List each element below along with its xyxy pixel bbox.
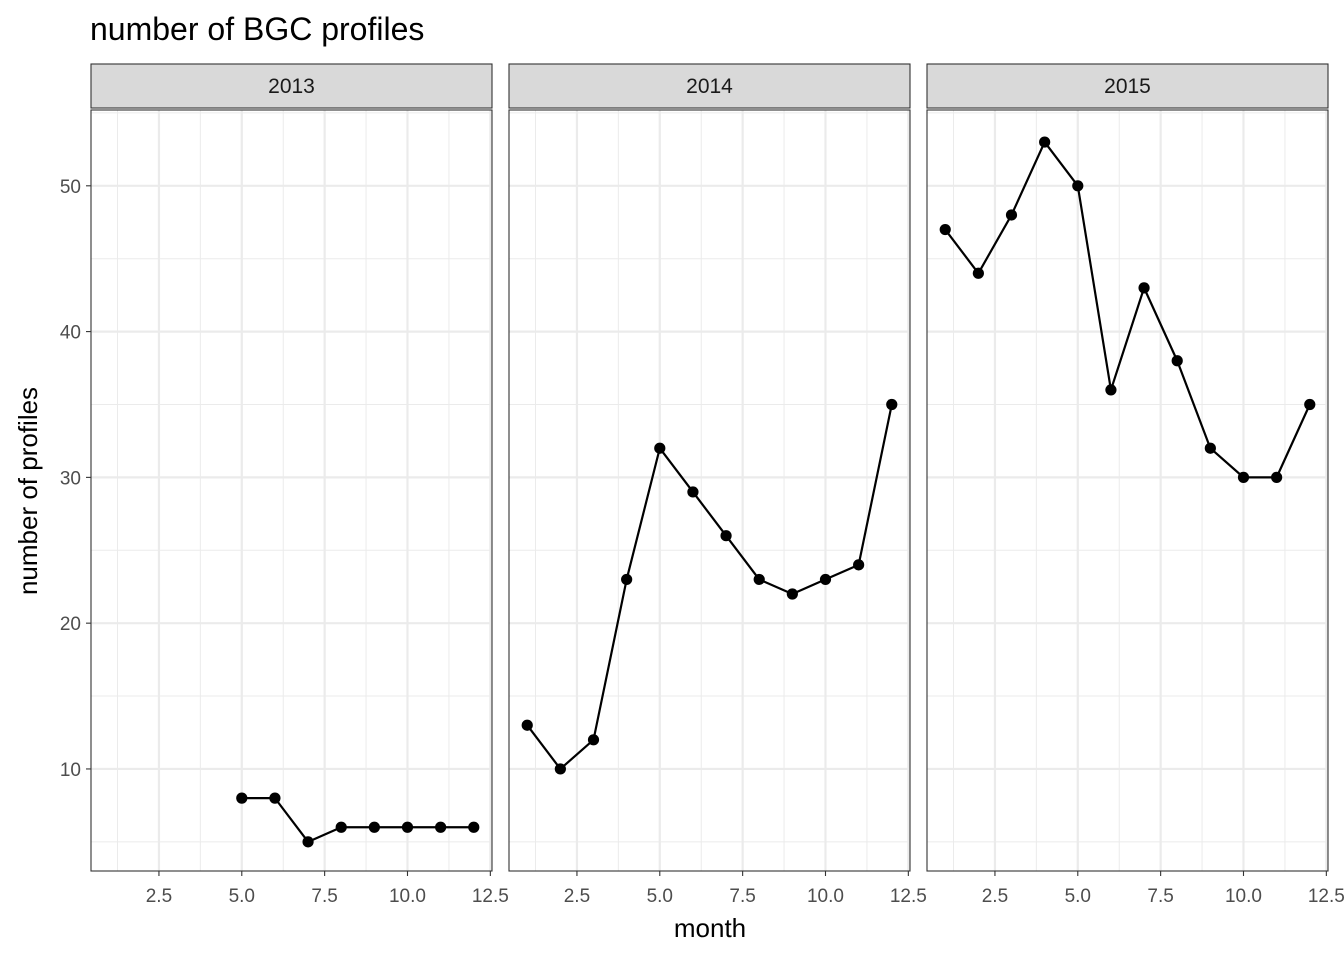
plot-panel-background — [509, 110, 910, 871]
y-tick-label: 30 — [60, 468, 81, 489]
x-tick-label: 5.0 — [229, 886, 255, 907]
y-axis-title: number of profiles — [13, 387, 43, 595]
data-point — [1304, 398, 1316, 411]
y-tick-label: 20 — [60, 614, 81, 635]
facet-strip — [508, 63, 911, 109]
x-axis-title: month — [674, 913, 746, 943]
data-point — [554, 763, 566, 775]
x-tick-label: 12.5 — [472, 886, 509, 907]
facet-strip-label: 2015 — [1104, 75, 1151, 98]
y-tick-label: 40 — [60, 323, 81, 344]
data-point — [786, 588, 798, 600]
plot-panel-border — [926, 109, 1329, 872]
data-point — [720, 530, 732, 542]
facet-strip-label: 2014 — [686, 75, 733, 98]
data-point — [853, 559, 865, 571]
data-point — [236, 792, 248, 804]
data-point — [368, 821, 380, 833]
data-point — [1171, 355, 1183, 367]
facet-panel-2013: 2013 2.5 5.0 7.5 10.0 12.5 — [90, 63, 509, 907]
data-point — [401, 821, 414, 833]
data-point — [335, 821, 347, 833]
data-point — [587, 734, 600, 746]
data-point — [654, 442, 666, 454]
facet-strip — [926, 63, 1329, 109]
x-tick-label: 2.5 — [146, 886, 172, 907]
data-point — [435, 821, 447, 833]
facet-strip — [90, 63, 493, 109]
data-point — [753, 573, 765, 586]
data-point — [1138, 282, 1150, 294]
data-point — [1237, 471, 1250, 483]
data-point — [1105, 384, 1117, 396]
x-tick-label: 5.0 — [1065, 886, 1091, 907]
y-tick-label: 10 — [60, 760, 81, 781]
plot-panel-background — [927, 110, 1328, 871]
x-tick-label: 12.5 — [1308, 886, 1344, 907]
chart-title: number of BGC profiles — [90, 11, 424, 47]
plot-panel-border — [508, 109, 911, 872]
x-tick-label: 10.0 — [807, 886, 844, 907]
x-tick-label: 7.5 — [729, 886, 755, 907]
x-tick-label: 12.5 — [890, 886, 927, 907]
facet-panel-2014: 2014 2.5 5.0 7.5 10.0 12.5 — [508, 63, 927, 907]
x-tick-label: 2.5 — [564, 886, 590, 907]
data-point — [302, 836, 314, 848]
data-point — [1005, 209, 1018, 221]
plot-panel-border — [90, 109, 493, 872]
x-tick-label: 7.5 — [1147, 886, 1173, 907]
facet-strip-label: 2013 — [268, 75, 315, 98]
data-point — [687, 486, 699, 498]
data-point — [886, 398, 898, 411]
data-point — [621, 573, 633, 586]
data-point — [521, 719, 533, 731]
data-point — [269, 792, 281, 804]
data-point — [1039, 136, 1051, 148]
x-tick-label: 10.0 — [389, 886, 426, 907]
data-point — [819, 573, 832, 586]
data-point — [939, 223, 951, 236]
y-tick-label: 50 — [60, 177, 81, 198]
data-point — [972, 267, 984, 279]
x-tick-label: 5.0 — [647, 886, 673, 907]
data-point — [1204, 442, 1216, 454]
plot-panel-background — [91, 110, 492, 871]
y-axis: 10 20 30 40 50 — [60, 177, 91, 781]
x-tick-label: 7.5 — [311, 886, 337, 907]
facet-panel-2015: 2015 2.5 5.0 7.5 10.0 12.5 — [926, 63, 1344, 907]
data-point — [1072, 180, 1084, 192]
data-point — [1271, 471, 1283, 483]
facet-panels: 2013 2.5 5.0 7.5 10.0 12.5 2014 2.5 5.0 7.5 10.0 12… — [90, 63, 1344, 907]
x-tick-label: 2.5 — [982, 886, 1008, 907]
series-line-2014 — [526, 404, 893, 771]
x-tick-label: 10.0 — [1225, 886, 1262, 907]
data-point — [468, 821, 480, 833]
